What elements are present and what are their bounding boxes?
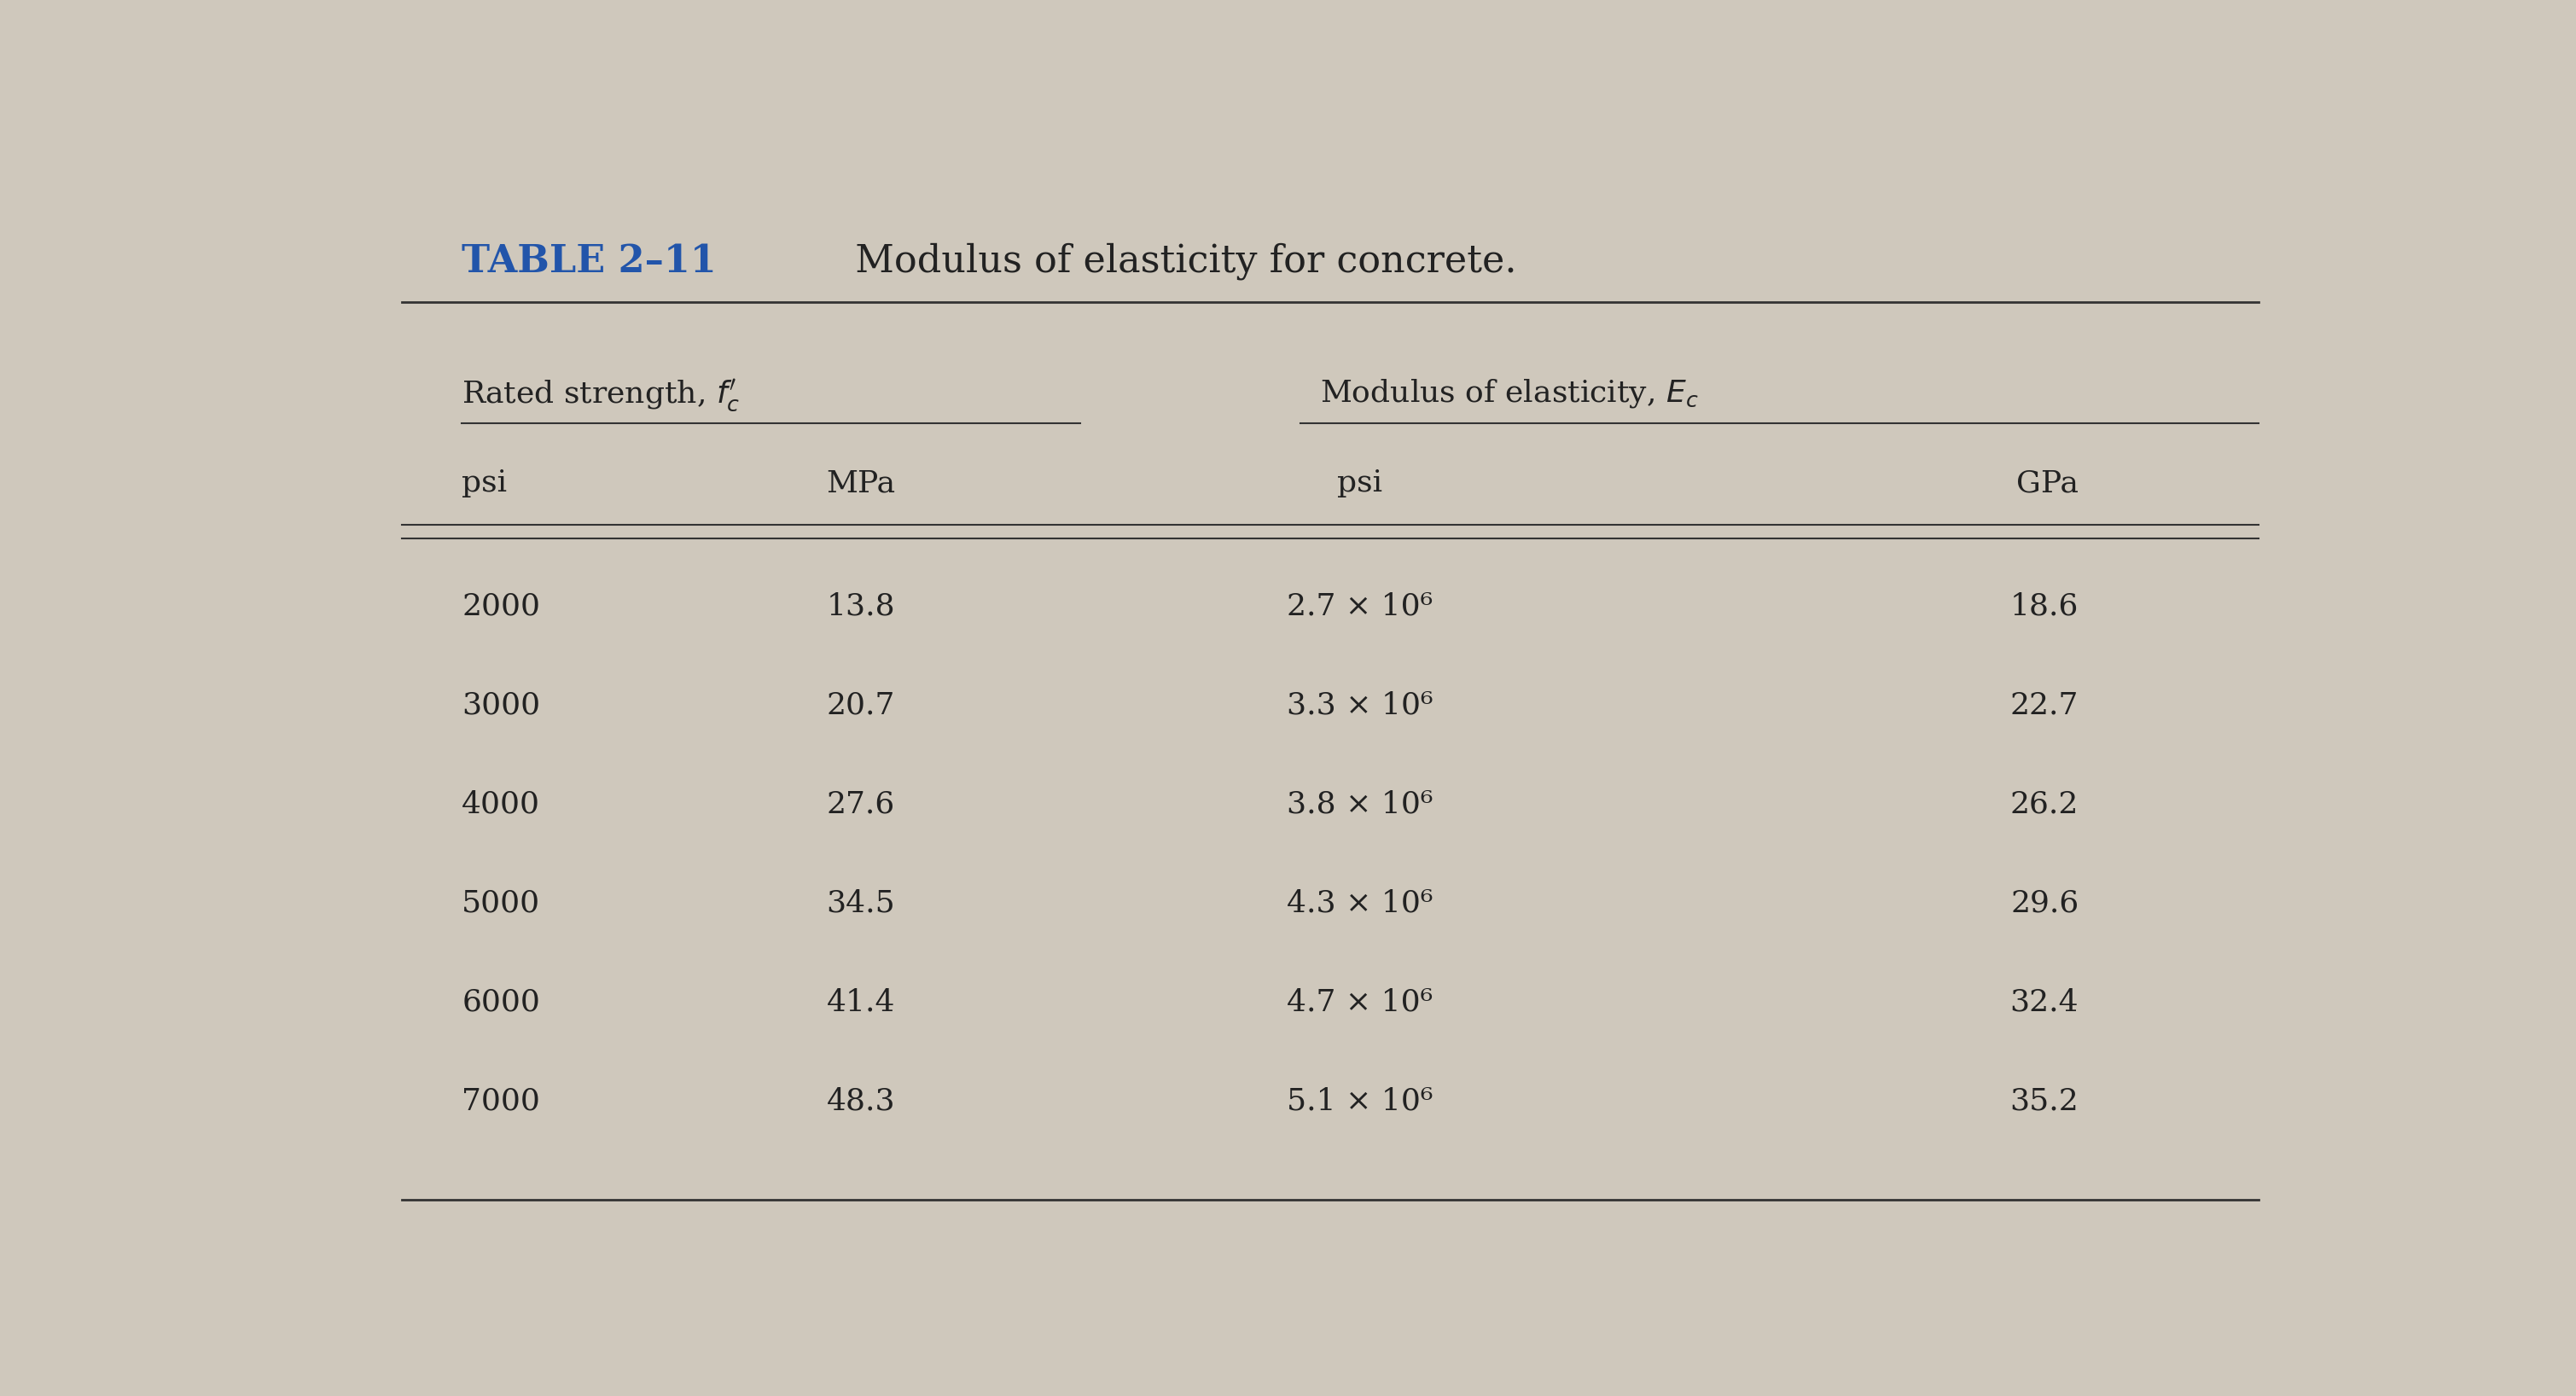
Text: 4000: 4000 bbox=[461, 790, 541, 819]
Text: 4.7 × 10⁶: 4.7 × 10⁶ bbox=[1288, 988, 1432, 1016]
Text: 35.2: 35.2 bbox=[2009, 1086, 2079, 1115]
Text: 2000: 2000 bbox=[461, 592, 541, 621]
Text: 7000: 7000 bbox=[461, 1086, 541, 1115]
Text: psi: psi bbox=[1337, 469, 1383, 497]
Text: 3.8 × 10⁶: 3.8 × 10⁶ bbox=[1288, 790, 1432, 819]
Text: Modulus of elasticity for concrete.: Modulus of elasticity for concrete. bbox=[832, 243, 1517, 281]
Text: TABLE 2–11: TABLE 2–11 bbox=[461, 243, 716, 279]
Text: 13.8: 13.8 bbox=[827, 592, 896, 621]
Text: 5.1 × 10⁶: 5.1 × 10⁶ bbox=[1288, 1086, 1432, 1115]
Text: MPa: MPa bbox=[827, 469, 896, 497]
Text: 34.5: 34.5 bbox=[827, 889, 896, 917]
Text: 6000: 6000 bbox=[461, 988, 541, 1016]
Text: 2.7 × 10⁶: 2.7 × 10⁶ bbox=[1288, 592, 1432, 621]
Text: 18.6: 18.6 bbox=[2009, 592, 2079, 621]
Text: 3000: 3000 bbox=[461, 691, 541, 720]
Text: 32.4: 32.4 bbox=[2009, 988, 2079, 1016]
Text: Modulus of elasticity, $E_c$: Modulus of elasticity, $E_c$ bbox=[1319, 377, 1698, 409]
Text: psi: psi bbox=[461, 469, 507, 497]
Text: GPa: GPa bbox=[2017, 469, 2079, 497]
Text: 22.7: 22.7 bbox=[2009, 691, 2079, 720]
Text: 20.7: 20.7 bbox=[827, 691, 896, 720]
Text: 5000: 5000 bbox=[461, 889, 541, 917]
Text: 41.4: 41.4 bbox=[827, 988, 896, 1016]
Text: 27.6: 27.6 bbox=[827, 790, 896, 819]
Text: 29.6: 29.6 bbox=[2009, 889, 2079, 917]
Text: 3.3 × 10⁶: 3.3 × 10⁶ bbox=[1288, 691, 1432, 720]
Text: 26.2: 26.2 bbox=[2009, 790, 2079, 819]
Text: 48.3: 48.3 bbox=[827, 1086, 896, 1115]
Text: Rated strength, $f_c'$: Rated strength, $f_c'$ bbox=[461, 377, 739, 413]
Text: 4.3 × 10⁶: 4.3 × 10⁶ bbox=[1288, 889, 1432, 917]
